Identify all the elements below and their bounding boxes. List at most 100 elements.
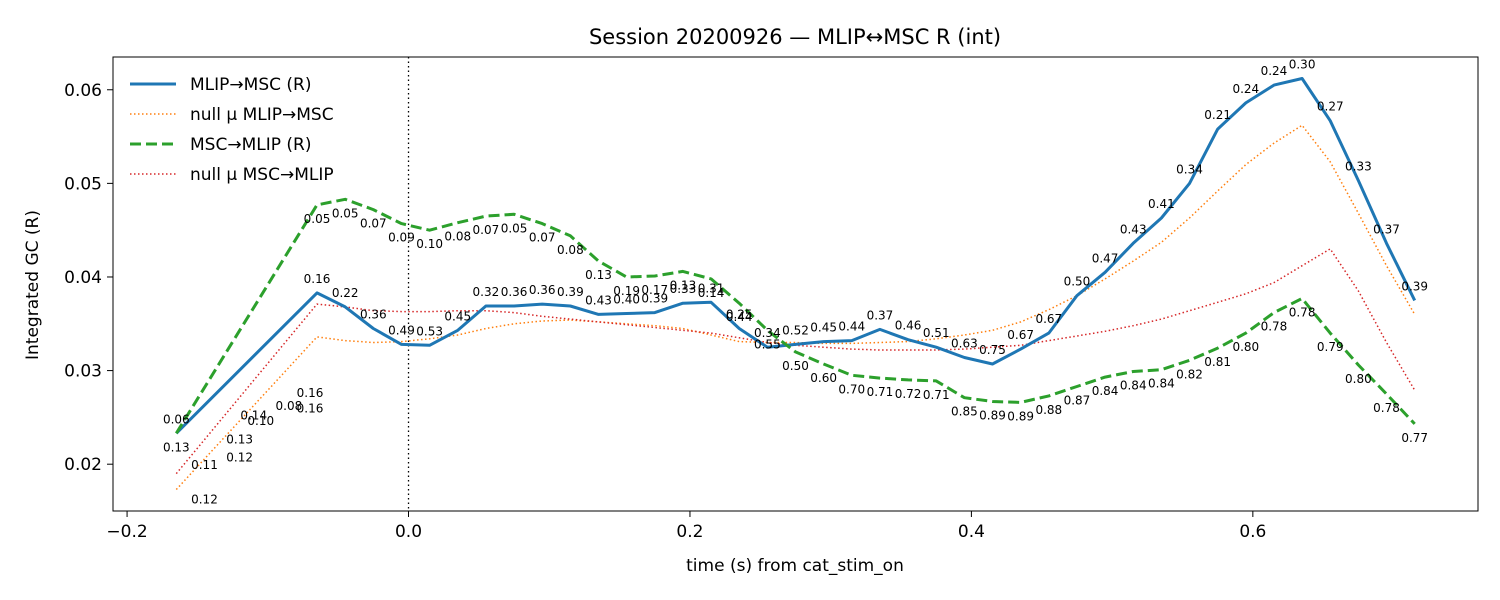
p-value-label: 0.43 [1120,222,1147,236]
p-value-label: 0.71 [923,388,950,402]
p-value-label: 0.21 [1204,108,1231,122]
p-value-label: 0.67 [1035,312,1062,326]
p-value-label-extra: 0.13 [226,433,253,447]
p-value-label: 0.85 [951,405,978,419]
p-value-label-extra: 0.11 [191,458,218,472]
p-value-label-extra: 0.16 [297,402,324,416]
p-value-label: 0.05 [304,212,331,226]
p-value-label: 0.67 [1007,328,1034,342]
p-value-label: 0.78 [1261,320,1288,334]
p-value-label: 0.10 [416,237,443,251]
p-value-label: 0.17 [641,283,668,297]
p-value-label: 0.33 [1345,160,1372,174]
series-line-0 [175,77,1417,435]
p-value-label: 0.19 [613,284,640,298]
p-value-label: 0.89 [1007,409,1034,423]
p-value-label: 0.84 [1092,384,1119,398]
p-value-label: 0.44 [726,310,753,324]
p-value-label: 0.37 [867,308,894,322]
p-value-label: 0.30 [1289,58,1316,72]
legend: MLIP→MSC (R) null μ MLIP→MSC MSC→MLIP (R) n… [130,75,334,185]
p-value-label: 0.89 [979,408,1006,422]
p-value-label: 0.05 [501,221,528,235]
p-value-label: 0.82 [1176,367,1203,381]
y-axis-title: Integrated GC (R) [23,210,43,360]
p-value-label: 0.75 [979,343,1006,357]
p-value-label: 0.71 [867,385,894,399]
p-value-label: 0.87 [1064,394,1091,408]
x-tick-label: 0.2 [676,522,703,542]
legend-label: MLIP→MSC (R) [190,75,311,95]
p-value-label: 0.55 [754,337,781,351]
p-value-label: 0.80 [1232,340,1259,354]
x-axis-title: time (s) from cat_stim_on [686,556,904,576]
p-value-label: 0.16 [304,272,331,286]
p-value-label: 0.52 [782,323,809,337]
y-tick-label: 0.05 [64,174,102,194]
legend-label: null μ MSC→MLIP [190,165,334,185]
p-value-label: 0.13 [670,278,697,292]
p-value-label: 0.44 [838,320,865,334]
p-value-label-extra: 0.08 [276,399,303,413]
p-value-label: 0.80 [1345,372,1372,386]
p-value-label: 0.24 [1261,64,1288,78]
p-value-label: 0.34 [1176,162,1203,176]
p-value-label: 0.39 [641,292,668,306]
p-value-label: 0.39 [1401,279,1428,293]
p-value-label: 0.07 [473,223,500,237]
p-value-label: 0.39 [557,285,584,299]
y-tick-label: 0.06 [64,81,102,101]
p-value-label: 0.36 [501,285,528,299]
y-tick-label: 0.03 [64,362,102,382]
p-value-label: 0.36 [529,283,556,297]
p-value-label-extra: 0.10 [247,414,274,428]
p-value-label: 0.79 [1317,340,1344,354]
x-tick-label: −0.2 [106,522,147,542]
p-value-label: 0.09 [388,231,415,245]
p-value-label: 0.51 [923,326,950,340]
p-value-label: 0.06 [163,412,190,426]
p-value-label: 0.53 [416,324,443,338]
p-value-label: 0.14 [698,286,725,300]
y-tick-label: 0.04 [64,268,102,288]
plot-frame [112,56,1479,512]
p-value-label: 0.46 [895,319,922,333]
plot-area: −0.2 0.0 0.2 0.4 0.6 0.02 0.03 0.04 0.05 0.06 0.06… [64,56,1479,542]
p-value-label: 0.31 [698,281,725,295]
p-value-label: 0.45 [444,309,471,323]
series-line-1 [175,124,1416,491]
p-value-label: 0.07 [529,231,556,245]
y-tick-label: 0.02 [64,455,102,475]
p-value-label: 0.25 [726,307,753,321]
p-value-label: 0.47 [1092,251,1119,265]
p-value-label: 0.24 [1232,82,1259,96]
p-value-label: 0.84 [1148,377,1175,391]
p-value-label: 0.32 [473,285,500,299]
p-value-label: 0.22 [332,286,359,300]
p-value-label: 0.88 [1035,403,1062,417]
p-value-label-extra: 0.12 [191,493,218,507]
p-value-label: 0.49 [388,323,415,337]
x-tick-label: 0.0 [395,522,422,542]
p-value-label: 0.78 [1289,306,1316,320]
x-tick-label: 0.6 [1239,522,1266,542]
p-value-label: 0.36 [360,307,387,321]
p-value-label: 0.41 [1148,197,1175,211]
p-value-label-extra: 0.12 [226,450,253,464]
p-value-label: 0.05 [332,206,359,220]
p-value-label: 0.33 [670,282,697,296]
p-value-label: 0.72 [895,387,922,401]
p-value-label: 0.13 [585,268,612,282]
series-line-2 [175,197,1416,435]
p-value-label: 0.07 [360,217,387,231]
p-value-label: 0.81 [1204,355,1231,369]
p-value-label: 0.37 [1373,222,1400,236]
p-value-label: 0.60 [810,371,837,385]
legend-label: null μ MLIP→MSC [190,105,334,125]
p-value-label: 0.63 [951,336,978,350]
p-value-label: 0.08 [557,243,584,257]
p-value-label-extra: 0.14 [240,408,267,422]
p-value-label-extra: 0.16 [297,386,324,400]
p-value-label: 0.78 [1373,401,1400,415]
